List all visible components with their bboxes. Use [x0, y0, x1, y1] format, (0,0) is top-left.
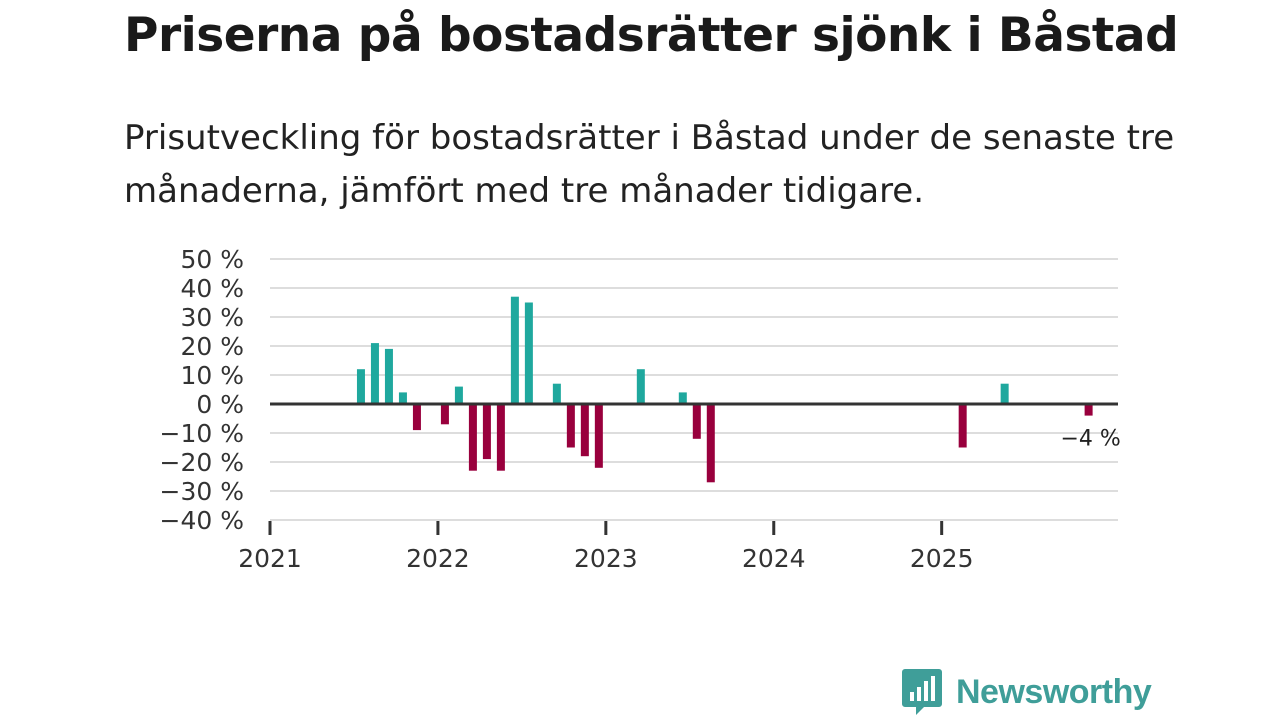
bar — [524, 302, 533, 404]
y-tick-label: 30 % — [180, 303, 244, 332]
brand-name: Newsworthy — [956, 672, 1152, 711]
bar — [706, 404, 715, 483]
bar — [356, 369, 365, 404]
y-tick-label: −40 % — [160, 506, 244, 535]
chart-title: Priserna på bostadsrätter sjönk i Båstad — [124, 8, 1179, 63]
x-tick-label: 2024 — [742, 544, 806, 573]
x-tick-label: 2021 — [238, 544, 302, 573]
y-tick-label: 50 % — [180, 245, 244, 274]
bar — [594, 404, 603, 468]
y-tick-label: 40 % — [180, 274, 244, 303]
labels: 50 %40 %30 %20 %10 %0 %−10 %−20 %−30 %−4… — [160, 245, 1121, 573]
bar — [384, 348, 393, 404]
bar — [958, 404, 967, 448]
y-tick-label: −30 % — [160, 477, 244, 506]
bar — [510, 296, 519, 404]
bar — [496, 404, 505, 471]
bar — [482, 404, 491, 460]
bar — [398, 392, 407, 404]
bar — [440, 404, 449, 425]
bar — [552, 383, 561, 404]
newsworthy-logo-icon — [902, 669, 942, 715]
y-tick-label: −10 % — [160, 419, 244, 448]
bar — [692, 404, 701, 439]
bar — [580, 404, 589, 457]
bar — [454, 386, 463, 404]
x-tick-label: 2023 — [574, 544, 638, 573]
x-tick-label: 2022 — [406, 544, 470, 573]
newsworthy-logo: Newsworthy — [902, 668, 1152, 716]
y-tick-label: 10 % — [180, 361, 244, 390]
axes — [268, 402, 1118, 535]
chart-subtitle: Prisutveckling för bostadsrätter i Båsta… — [124, 118, 1175, 211]
data-label: −4 % — [1060, 427, 1120, 452]
bars — [356, 296, 1093, 483]
x-tick-label: 2025 — [910, 544, 974, 573]
bar — [636, 369, 645, 404]
bar — [1084, 404, 1093, 416]
y-tick-label: −20 % — [160, 448, 244, 477]
gridlines — [270, 258, 1118, 521]
bar — [678, 392, 687, 404]
bar — [1000, 383, 1009, 404]
bar — [412, 404, 421, 431]
y-tick-label: 20 % — [180, 332, 244, 361]
bar — [370, 343, 379, 404]
bar — [566, 404, 575, 448]
y-tick-label: 0 % — [196, 390, 244, 419]
bar — [468, 404, 477, 471]
